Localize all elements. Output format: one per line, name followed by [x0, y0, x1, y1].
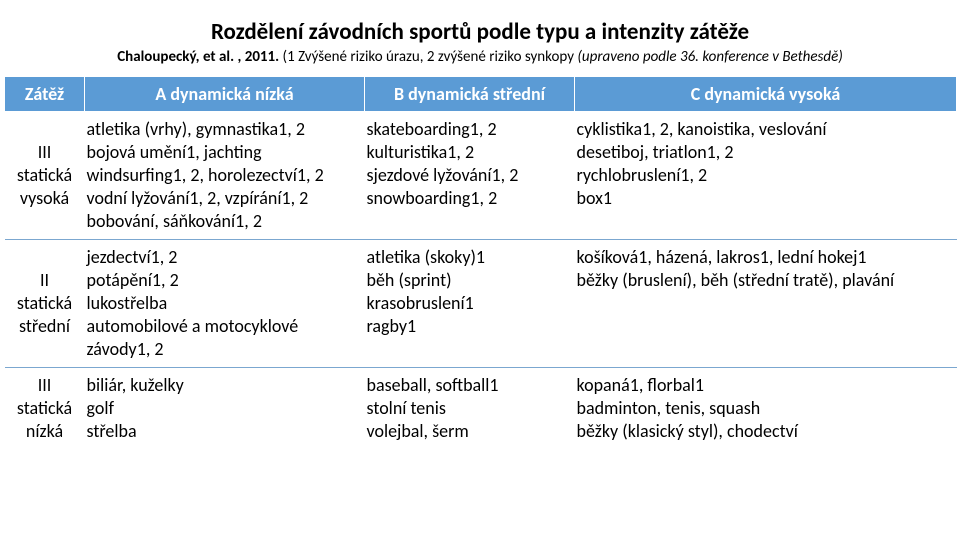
header-col-c: C dynamická vysoká: [575, 77, 957, 112]
sports-table: Zátěž A dynamická nízká B dynamická stře…: [4, 76, 957, 449]
cell: jezdectví1, 2potápění1, 2lukostřelbaauto…: [85, 240, 365, 368]
page-title: Rozdělení závodních sportů podle typu a …: [0, 0, 960, 46]
cell: kopaná1, florbal1badminton, tenis, squas…: [575, 368, 957, 450]
cell: biliár, kuželkygolfstřelba: [85, 368, 365, 450]
page-subtitle: Chaloupecký, et al. , 2011. (1 Zvýšené r…: [0, 46, 960, 76]
cell: skateboarding1, 2kulturistika1, 2sjezdov…: [365, 112, 575, 240]
row-label: IIIstatickávysoká: [5, 112, 85, 240]
cell: atletika (vrhy), gymnastika1, 2bojová um…: [85, 112, 365, 240]
cell: košíková1, házená, lakros1, lední hokej1…: [575, 240, 957, 368]
header-col-b: B dynamická střední: [365, 77, 575, 112]
cell: cyklistika1, 2, kanoistika, veslovánídes…: [575, 112, 957, 240]
cell: atletika (skoky)1běh (sprint)krasobrusle…: [365, 240, 575, 368]
row-label: IIstatickástřední: [5, 240, 85, 368]
table-row: IIIstatickávysoká atletika (vrhy), gymna…: [5, 112, 957, 240]
cell: baseball, softball1stolní tenisvolejbal,…: [365, 368, 575, 450]
row-label: IIIstatickánízká: [5, 368, 85, 450]
header-zatez: Zátěž: [5, 77, 85, 112]
subtitle-source: (upraveno podle 36. konference v Bethesd…: [577, 48, 842, 66]
subtitle-author: Chaloupecký, et al. , 2011.: [117, 48, 282, 66]
header-col-a: A dynamická nízká: [85, 77, 365, 112]
table-row: IIstatickástřední jezdectví1, 2potápění1…: [5, 240, 957, 368]
table-row: IIIstatickánízká biliár, kuželkygolfstře…: [5, 368, 957, 450]
subtitle-plain: (1 Zvýšené riziko úrazu, 2 zvýšené rizik…: [283, 48, 578, 66]
